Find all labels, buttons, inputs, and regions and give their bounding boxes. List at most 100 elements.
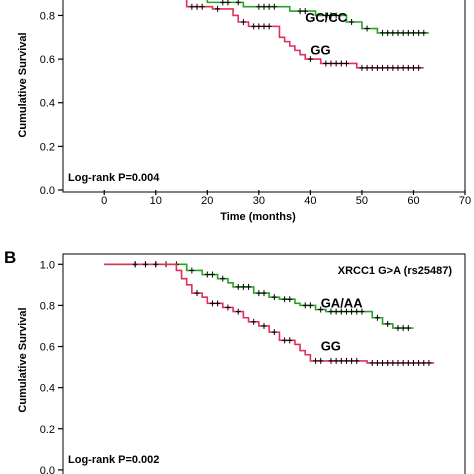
censor-mark <box>266 3 272 10</box>
censor-mark <box>256 23 262 30</box>
panel-a-frame <box>62 0 466 193</box>
x-tick-label: 40 <box>304 195 316 207</box>
censor-mark <box>251 318 257 325</box>
series-label-gc-cc: GC/CC <box>305 10 348 25</box>
censor-mark <box>261 23 267 30</box>
censor-mark <box>323 12 329 19</box>
x-tick-label: 20 <box>201 195 213 207</box>
censor-mark <box>328 308 334 315</box>
x-tick-label: 70 <box>459 195 471 207</box>
censor-mark <box>333 12 339 19</box>
censor-mark <box>302 302 308 309</box>
censor-mark <box>189 3 195 10</box>
censor-mark <box>416 359 422 366</box>
censor-mark <box>385 29 391 36</box>
censor-mark <box>328 357 334 364</box>
x-tick-label: 30 <box>253 195 265 207</box>
censor-mark <box>333 308 339 315</box>
series-line-gg <box>185 0 424 69</box>
censor-mark <box>369 64 375 71</box>
censor-mark <box>271 329 277 336</box>
censor-mark <box>215 300 221 307</box>
censor-mark <box>400 359 406 366</box>
panel-b: B Cumulative Survival 0.0 0.2 0.4 0.6 0.8 1.0… <box>4 248 466 474</box>
y-tick-label: 0.0 <box>40 185 55 197</box>
y-tick-label: 0.6 <box>40 342 55 354</box>
y-tick-label: 0.4 <box>40 383 55 395</box>
y-tick-label: 0.8 <box>40 300 55 312</box>
x-tick-label: 10 <box>150 195 162 207</box>
panel-b-y-axis-title: Cumulative Survival <box>17 307 29 412</box>
censor-mark <box>215 5 221 12</box>
censor-mark <box>235 283 241 290</box>
censor-mark <box>261 290 267 297</box>
series-line-ga-aa <box>104 263 414 329</box>
censor-mark <box>400 29 406 36</box>
censor-mark <box>364 25 370 32</box>
censor-mark <box>395 359 401 366</box>
censor-mark <box>235 0 241 6</box>
censor-mark <box>405 29 411 36</box>
censor-mark <box>385 320 391 327</box>
censor-mark <box>405 359 411 366</box>
censor-mark <box>235 308 241 315</box>
censor-mark <box>271 294 277 301</box>
censor-mark <box>390 359 396 366</box>
censor-mark <box>189 267 195 274</box>
y-tick-label: 0.2 <box>40 141 55 153</box>
censor-mark <box>204 271 210 278</box>
series-label-ga-aa: GA/AA <box>321 295 364 310</box>
censor-mark <box>225 0 231 6</box>
censor-mark <box>410 359 416 366</box>
censor-mark <box>343 308 349 315</box>
censor-mark <box>369 359 375 366</box>
censor-mark <box>282 337 288 344</box>
censor-mark <box>256 3 262 10</box>
x-tick-label: 0 <box>101 195 107 207</box>
censor-mark <box>271 3 277 10</box>
censor-mark <box>307 302 313 309</box>
censor-mark <box>395 64 401 71</box>
y-tick-label: 1.0 <box>40 259 55 271</box>
censor-mark <box>132 261 138 268</box>
censor-mark <box>225 304 231 311</box>
censor-mark <box>256 290 262 297</box>
censor-mark <box>194 290 200 297</box>
censor-mark <box>220 275 226 282</box>
censor-mark <box>323 60 329 67</box>
censor-mark <box>297 8 303 15</box>
censor-mark <box>364 64 370 71</box>
censor-mark <box>318 306 324 313</box>
censor-mark <box>313 357 319 364</box>
censor-mark <box>240 283 246 290</box>
censor-mark <box>385 64 391 71</box>
censor-mark <box>199 3 205 10</box>
censor-mark <box>354 308 360 315</box>
censor-mark <box>338 357 344 364</box>
censor-mark <box>416 64 422 71</box>
series-label-gg: GG <box>321 339 341 354</box>
censor-mark <box>359 64 365 71</box>
censor-mark <box>328 60 334 67</box>
censor-mark <box>333 357 339 364</box>
panel-b-y-ticks: 0.0 0.2 0.4 0.6 0.8 1.0 <box>40 259 63 474</box>
censor-mark <box>395 325 401 332</box>
censor-mark <box>240 19 246 25</box>
panel-a-x-ticks: 0 10 20 30 40 50 60 70 <box>101 190 471 207</box>
censor-mark <box>421 359 427 366</box>
y-tick-label: 0.0 <box>40 465 55 474</box>
censor-mark <box>343 357 349 364</box>
censor-mark <box>426 359 432 366</box>
censor-mark <box>194 3 200 10</box>
censor-mark <box>374 64 380 71</box>
censor-mark <box>390 64 396 71</box>
censor-mark <box>153 261 159 268</box>
y-tick-label: 0.8 <box>40 10 55 22</box>
censor-mark <box>400 64 406 71</box>
censor-mark <box>328 12 334 19</box>
censor-mark <box>374 359 380 366</box>
series-line-gg <box>104 263 435 364</box>
x-tick-label: 60 <box>407 195 419 207</box>
censor-mark <box>318 357 324 364</box>
